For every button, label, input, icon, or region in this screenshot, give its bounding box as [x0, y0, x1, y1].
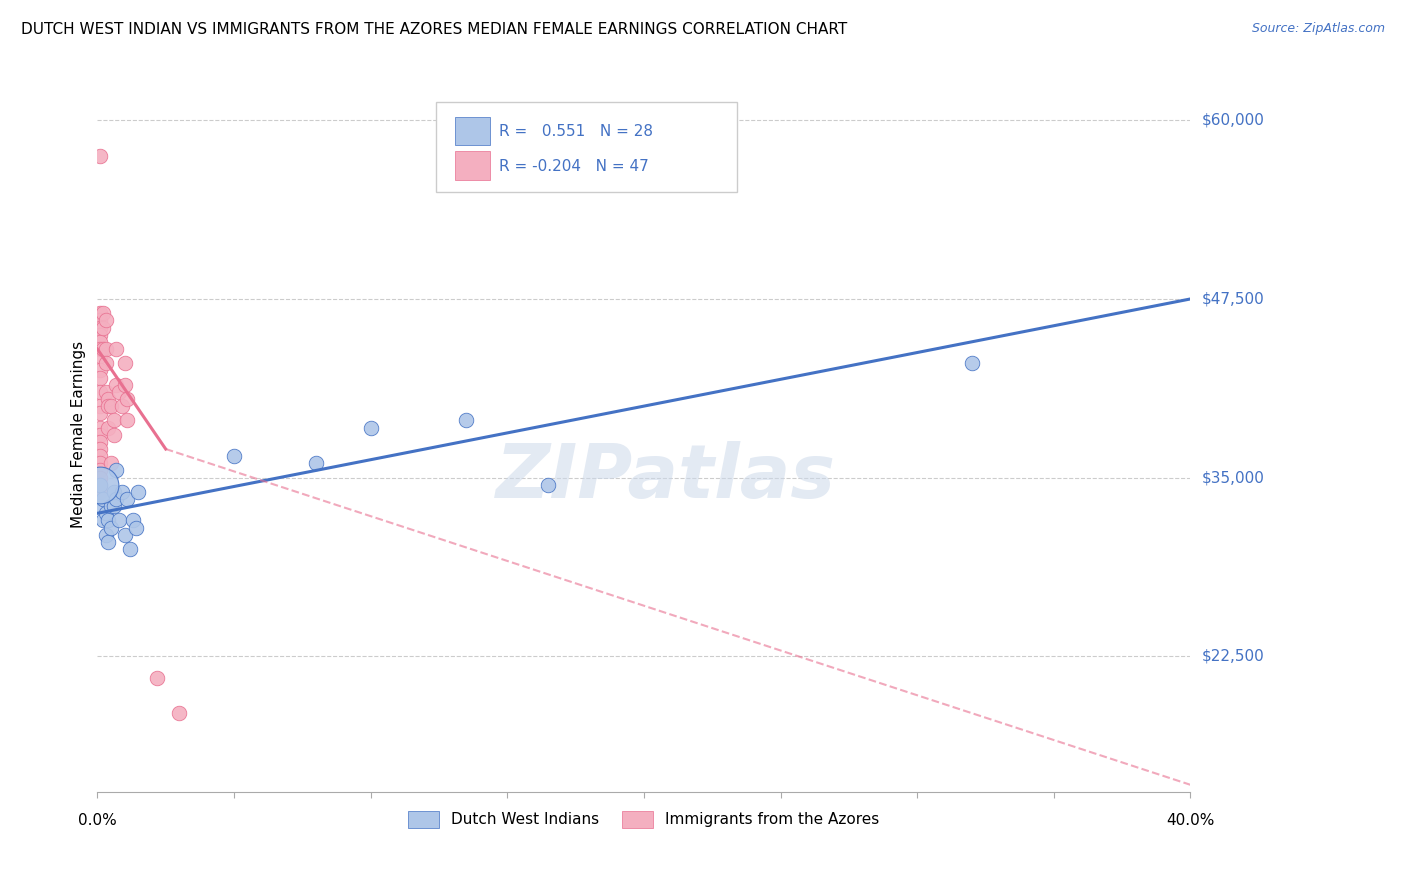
FancyBboxPatch shape — [454, 151, 489, 179]
Point — [117, 491, 139, 506]
Text: $47,500: $47,500 — [1202, 292, 1264, 307]
Point — [91, 513, 114, 527]
Point — [537, 477, 560, 491]
Point — [105, 377, 128, 392]
Point — [94, 527, 117, 541]
FancyBboxPatch shape — [436, 103, 737, 192]
Point — [89, 406, 111, 420]
Point — [103, 499, 125, 513]
Point — [89, 484, 111, 499]
Point — [960, 356, 983, 370]
Point — [89, 149, 111, 163]
Point — [103, 427, 125, 442]
Point — [89, 334, 111, 349]
Point — [146, 671, 169, 685]
Point — [97, 420, 120, 434]
Point — [97, 534, 120, 549]
Point — [169, 706, 191, 721]
Text: $60,000: $60,000 — [1202, 112, 1264, 128]
Point — [94, 384, 117, 399]
Point — [103, 484, 125, 499]
Point — [91, 342, 114, 356]
Point — [360, 420, 382, 434]
Text: $35,000: $35,000 — [1202, 470, 1264, 485]
Point — [94, 506, 117, 520]
Point — [305, 456, 328, 470]
Point — [89, 442, 111, 456]
Point — [89, 456, 111, 470]
Text: R =   0.551   N = 28: R = 0.551 N = 28 — [499, 124, 652, 139]
Point — [120, 541, 142, 556]
Point — [89, 370, 111, 384]
Point — [89, 427, 111, 442]
Point — [222, 449, 245, 463]
Point — [100, 399, 122, 413]
Point — [89, 477, 111, 491]
Point — [89, 477, 111, 491]
Point — [114, 356, 136, 370]
Point — [89, 477, 111, 491]
Text: ZIPatlas: ZIPatlas — [496, 441, 835, 514]
Point — [89, 420, 111, 434]
Point — [89, 499, 111, 513]
Point — [91, 306, 114, 320]
Point — [89, 384, 111, 399]
Text: DUTCH WEST INDIAN VS IMMIGRANTS FROM THE AZORES MEDIAN FEMALE EARNINGS CORRELATI: DUTCH WEST INDIAN VS IMMIGRANTS FROM THE… — [21, 22, 848, 37]
Text: Source: ZipAtlas.com: Source: ZipAtlas.com — [1251, 22, 1385, 36]
Point — [456, 413, 478, 427]
Point — [117, 413, 139, 427]
Point — [105, 463, 128, 477]
Legend: Dutch West Indians, Immigrants from the Azores: Dutch West Indians, Immigrants from the … — [402, 805, 886, 834]
Point — [94, 342, 117, 356]
Point — [111, 399, 134, 413]
Point — [89, 320, 111, 334]
Point — [89, 313, 111, 327]
Point — [100, 456, 122, 470]
Y-axis label: Median Female Earnings: Median Female Earnings — [72, 341, 86, 528]
Point — [89, 342, 111, 356]
Text: 0.0%: 0.0% — [77, 814, 117, 829]
Point — [89, 327, 111, 342]
Point — [122, 513, 145, 527]
Point — [89, 306, 111, 320]
Point — [114, 527, 136, 541]
Point — [108, 513, 131, 527]
Point — [127, 484, 149, 499]
Point — [89, 399, 111, 413]
Point — [89, 449, 111, 463]
Point — [105, 491, 128, 506]
Point — [103, 413, 125, 427]
Point — [114, 377, 136, 392]
Point — [89, 363, 111, 377]
Point — [117, 392, 139, 406]
Point — [100, 520, 122, 534]
FancyBboxPatch shape — [454, 117, 489, 145]
Point — [94, 313, 117, 327]
Point — [97, 392, 120, 406]
Point — [89, 463, 111, 477]
Point — [94, 356, 117, 370]
Point — [91, 320, 114, 334]
Point — [97, 399, 120, 413]
Point — [89, 470, 111, 484]
Point — [108, 384, 131, 399]
Point — [89, 434, 111, 449]
Point — [89, 349, 111, 363]
Point — [91, 491, 114, 506]
Point — [105, 342, 128, 356]
Text: 40.0%: 40.0% — [1167, 814, 1215, 829]
Text: R = -0.204   N = 47: R = -0.204 N = 47 — [499, 159, 648, 174]
Point — [124, 520, 146, 534]
Point — [97, 513, 120, 527]
Point — [100, 499, 122, 513]
Text: $22,500: $22,500 — [1202, 648, 1264, 664]
Point — [111, 484, 134, 499]
